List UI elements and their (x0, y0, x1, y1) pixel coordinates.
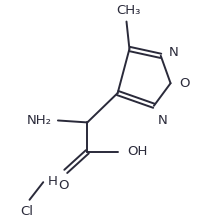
Text: H: H (48, 175, 58, 188)
Text: CH₃: CH₃ (116, 4, 141, 17)
Text: Cl: Cl (20, 205, 33, 218)
Text: NH₂: NH₂ (27, 114, 52, 127)
Text: O: O (59, 179, 69, 192)
Text: O: O (179, 77, 190, 90)
Text: N: N (169, 46, 178, 59)
Text: OH: OH (128, 145, 148, 158)
Text: N: N (158, 114, 167, 127)
